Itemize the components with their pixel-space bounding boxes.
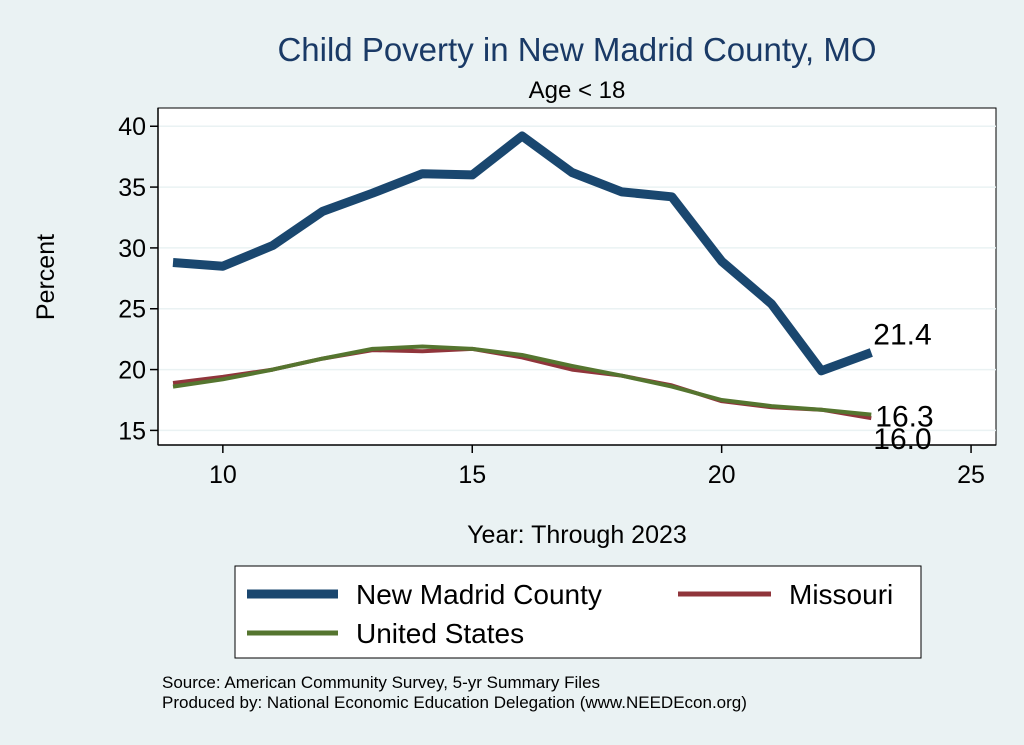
source-note: Source: American Community Survey, 5-yr … [162, 673, 600, 692]
plot-area [157, 107, 997, 446]
y-tick-label: 30 [118, 235, 146, 263]
axes [157, 108, 996, 446]
y-tick-label: 35 [118, 174, 146, 202]
x-tick-label: 25 [957, 461, 985, 489]
produced-by-note: Produced by: National Economic Education… [162, 693, 747, 712]
legend-entry-united-states: United States [356, 618, 524, 649]
end-label-missouri: 16.0 [873, 423, 931, 456]
chart-title: Child Poverty in New Madrid County, MO [277, 31, 876, 68]
series-line-new-madrid-county [172, 131, 873, 376]
y-tick-label: 40 [118, 113, 146, 141]
chart-subtitle: Age < 18 [529, 77, 626, 104]
x-axis-label: Year: Through 2023 [467, 521, 687, 549]
x-tick-label: 10 [209, 461, 237, 489]
legend: New Madrid County Missouri United States [234, 565, 922, 659]
end-label-new-madrid-county: 21.4 [873, 319, 931, 352]
y-ticks: 15 20 25 30 35 40 [118, 113, 158, 445]
legend-entry-missouri: Missouri [789, 579, 893, 610]
legend-entry-new-madrid: New Madrid County [356, 579, 602, 610]
end-label-united-states: 16.3 [875, 401, 933, 434]
y-tick-label: 25 [118, 296, 146, 324]
x-ticks: 10 15 20 25 [209, 445, 985, 489]
y-tick-label: 15 [118, 417, 146, 445]
gridlines [158, 125, 996, 432]
legend-box [234, 565, 922, 659]
x-tick-label: 20 [708, 461, 736, 489]
y-axis-label: Percent [32, 234, 60, 320]
series-lines [172, 131, 873, 421]
y-tick-label: 20 [118, 357, 146, 385]
series-line-united-states [172, 344, 872, 417]
x-tick-label: 15 [458, 461, 486, 489]
end-labels: 21.4 16.016.3 [873, 319, 933, 457]
